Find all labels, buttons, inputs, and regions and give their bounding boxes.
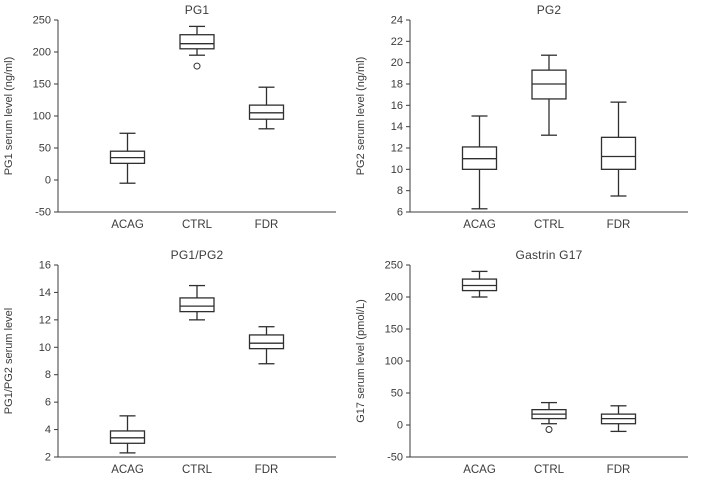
svg-text:18: 18 xyxy=(391,79,403,91)
svg-text:12: 12 xyxy=(39,314,51,326)
svg-text:CTRL: CTRL xyxy=(534,219,565,231)
svg-text:FDR: FDR xyxy=(255,464,279,476)
chart-title-pg1-pg2-ratio: PG1/PG2 xyxy=(170,248,224,262)
chart-title-pg2: PG2 xyxy=(536,3,562,17)
svg-text:FDR: FDR xyxy=(255,219,279,231)
svg-text:FDR: FDR xyxy=(607,464,631,476)
chart-title-gastrin-g17: Gastrin G17 xyxy=(515,248,583,262)
svg-text:PG1/PG2 serum level: PG1/PG2 serum level xyxy=(3,308,15,414)
chart-title-pg1: PG1 xyxy=(184,3,210,17)
svg-text:250: 250 xyxy=(385,260,403,272)
svg-text:10: 10 xyxy=(391,164,403,176)
svg-text:8: 8 xyxy=(45,369,51,381)
svg-text:50: 50 xyxy=(391,388,403,400)
svg-text:-50: -50 xyxy=(387,452,403,464)
svg-text:100: 100 xyxy=(385,356,403,368)
svg-text:14: 14 xyxy=(391,121,403,133)
svg-text:2: 2 xyxy=(45,452,51,464)
panel-gastrin-g17: Gastrin G17 G17 serum level (pmol/L) -50 0… xyxy=(352,245,704,490)
svg-text:200: 200 xyxy=(385,292,403,304)
svg-text:CTRL: CTRL xyxy=(182,219,213,231)
svg-text:22: 22 xyxy=(391,36,403,48)
svg-text:PG2 serum level (ng/ml): PG2 serum level (ng/ml) xyxy=(355,57,367,176)
svg-text:0: 0 xyxy=(45,175,51,187)
svg-text:CTRL: CTRL xyxy=(182,464,213,476)
svg-text:14: 14 xyxy=(39,287,51,299)
svg-text:0: 0 xyxy=(397,420,403,432)
svg-text:100: 100 xyxy=(33,111,51,123)
svg-text:FDR: FDR xyxy=(607,219,631,231)
svg-text:50: 50 xyxy=(39,143,51,155)
svg-text:24: 24 xyxy=(391,15,403,27)
svg-text:16: 16 xyxy=(39,260,51,272)
svg-text:ACAG: ACAG xyxy=(463,464,496,476)
svg-text:G17 serum level (pmol/L): G17 serum level (pmol/L) xyxy=(355,299,367,423)
gastrin-g17-boxplot: G17 serum level (pmol/L) -50 0 50 100 150 200 2… xyxy=(355,260,688,476)
svg-text:6: 6 xyxy=(397,207,403,219)
svg-text:PG1 serum level (ng/ml): PG1 serum level (ng/ml) xyxy=(3,57,15,176)
svg-text:10: 10 xyxy=(39,342,51,354)
pg1-pg2-ratio-boxplot: PG1/PG2 serum level 2 4 6 8 10 12 14 16 ACAG CTRL F… xyxy=(3,260,336,476)
svg-text:200: 200 xyxy=(33,47,51,59)
svg-text:150: 150 xyxy=(33,79,51,91)
svg-text:6: 6 xyxy=(45,397,51,409)
svg-text:250: 250 xyxy=(33,15,51,27)
svg-text:-50: -50 xyxy=(35,207,51,219)
panel-pg1-pg2-ratio: PG1/PG2 PG1/PG2 serum level 2 4 6 8 10 12 14 16 A… xyxy=(0,245,352,490)
pg2-boxplot: PG2 serum level (ng/ml) 6 8 10 12 14 16 18 20 22 2… xyxy=(355,15,688,231)
svg-text:12: 12 xyxy=(391,143,403,155)
svg-text:ACAG: ACAG xyxy=(463,219,496,231)
svg-text:8: 8 xyxy=(397,185,403,197)
pg1-boxplot: PG1 serum level (ng/ml) -50 0 50 100 150 200 25… xyxy=(3,15,336,231)
panel-pg2: PG2 PG2 serum level (ng/ml) 6 8 10 12 14 16 18 2… xyxy=(352,0,704,245)
svg-text:4: 4 xyxy=(45,424,51,436)
svg-text:CTRL: CTRL xyxy=(534,464,565,476)
svg-text:150: 150 xyxy=(385,324,403,336)
svg-text:16: 16 xyxy=(391,100,403,112)
panel-pg1: PG1 PG1 serum level (ng/ml) -50 0 50 100 150 2… xyxy=(0,0,352,245)
svg-text:ACAG: ACAG xyxy=(111,464,144,476)
svg-text:20: 20 xyxy=(391,57,403,69)
svg-text:ACAG: ACAG xyxy=(111,219,144,231)
